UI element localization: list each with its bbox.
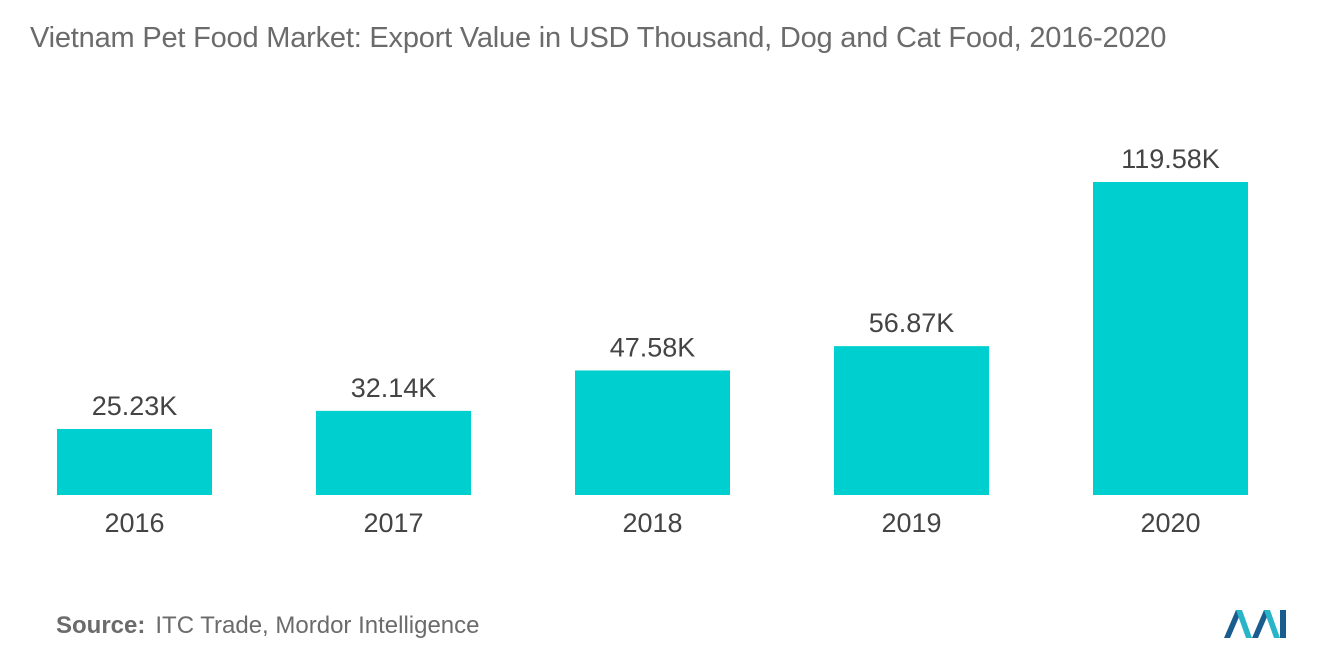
data-label-2017: 32.14K [351,373,437,403]
mordor-intelligence-logo-icon [1224,610,1286,638]
bar-2019 [834,346,989,495]
data-label-2019: 56.87K [869,308,955,338]
chart-title: Vietnam Pet Food Market: Export Value in… [30,22,1167,54]
data-label-2016: 25.23K [92,391,178,421]
bar-2020 [1093,182,1248,495]
x-tick-2019: 2019 [881,508,941,538]
x-tick-2017: 2017 [363,508,423,538]
bar-2016 [57,428,212,495]
data-label-2020: 119.58K [1121,144,1220,174]
source-text: ITC Trade, Mordor Intelligence [155,612,480,639]
data-label-2018: 47.58K [610,332,696,362]
x-tick-2018: 2018 [622,508,682,538]
x-tick-2016: 2016 [104,508,164,538]
source-label: Source: [56,612,146,639]
bar-2018 [575,370,730,495]
source-note: Source: ITC Trade, Mordor Intelligence [56,612,480,640]
x-tick-2020: 2020 [1140,508,1200,538]
bar-2017 [316,410,471,495]
bar-chart: 25.23K 2016 32.14K 2017 47.58K 2018 56.87K 2019… [57,144,1248,538]
